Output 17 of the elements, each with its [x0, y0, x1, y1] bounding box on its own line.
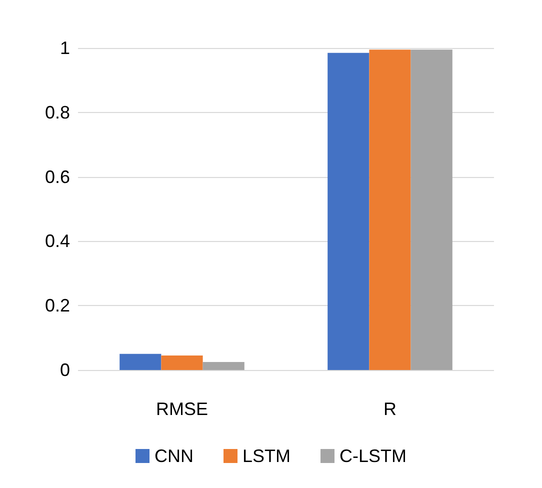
y-tick-label: 0.8 — [44, 102, 70, 122]
y-tick-label: 0.2 — [44, 296, 70, 316]
bar — [202, 362, 244, 370]
y-tick-label: 1 — [60, 38, 70, 58]
legend-label: CNN — [154, 446, 194, 466]
legend-label: C-LSTM — [340, 446, 406, 466]
bar — [120, 354, 162, 370]
bar — [328, 52, 370, 370]
x-tick-label: R — [384, 399, 396, 419]
bar — [369, 50, 411, 370]
legend-label: LSTM — [242, 446, 291, 466]
y-tick-label: 0.4 — [44, 231, 70, 252]
x-tick-label: RMSE — [156, 399, 208, 419]
y-tick-label: 0.6 — [44, 166, 70, 187]
bar — [410, 50, 452, 370]
bar — [161, 356, 203, 370]
y-tick-label: 0 — [60, 360, 70, 380]
